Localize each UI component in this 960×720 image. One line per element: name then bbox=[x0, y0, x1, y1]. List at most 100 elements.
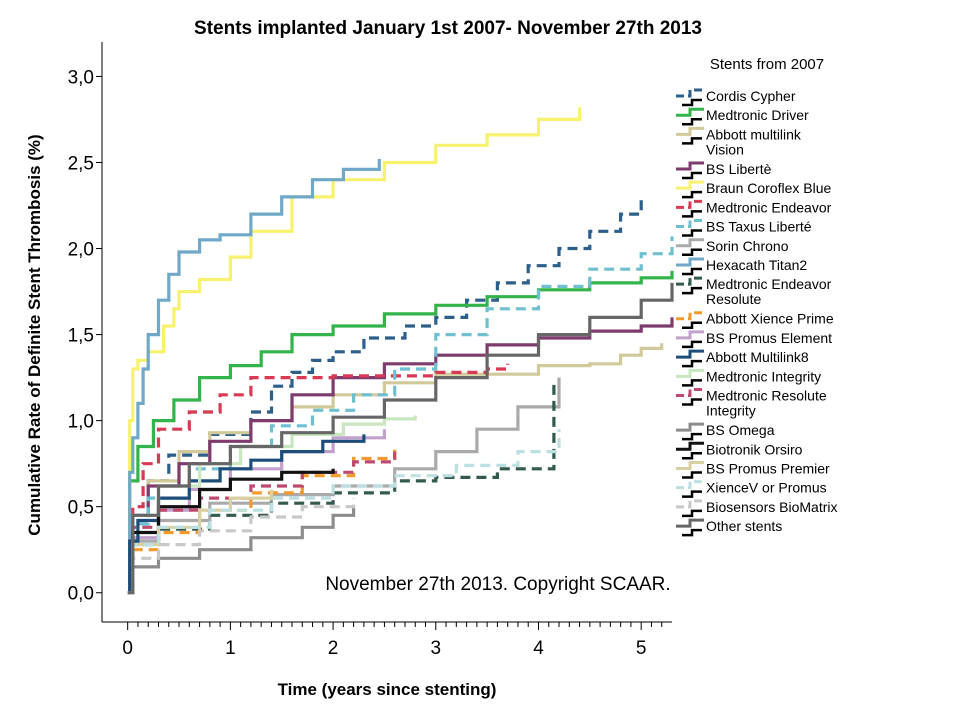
legend-swatch bbox=[676, 368, 704, 378]
legend-label: Sorin Chrono bbox=[706, 238, 789, 254]
y-tick-label: 3,0 bbox=[68, 67, 94, 88]
chart-title: Stents implanted January 1st 2007- Novem… bbox=[194, 18, 702, 39]
legend-label: Medtronic Endeavor bbox=[706, 199, 832, 215]
legend-swatch bbox=[676, 107, 704, 117]
legend-swatch bbox=[676, 311, 704, 321]
series-line bbox=[127, 236, 674, 595]
legend-swatch bbox=[676, 460, 704, 470]
legend-label: Biosensors BioMatrix bbox=[706, 499, 838, 515]
legend-swatch bbox=[676, 161, 704, 171]
series-line bbox=[127, 506, 356, 595]
x-tick-label: 4 bbox=[533, 638, 544, 659]
series-line bbox=[127, 429, 561, 595]
legend-label: Braun Coroflex Blue bbox=[706, 180, 832, 196]
legend-swatch bbox=[676, 219, 704, 229]
legend-swatch-outline bbox=[682, 490, 702, 498]
series-line bbox=[127, 282, 674, 595]
series-line bbox=[127, 317, 674, 595]
series-line bbox=[127, 107, 582, 595]
legend-swatch-outline bbox=[682, 171, 702, 180]
legend-swatch bbox=[676, 180, 704, 190]
series-line bbox=[127, 159, 381, 595]
legend-swatch-outline bbox=[682, 117, 702, 126]
legend-swatch bbox=[676, 499, 704, 509]
legend-swatch bbox=[676, 388, 704, 398]
legend-swatch bbox=[676, 276, 704, 286]
series-line bbox=[127, 363, 510, 595]
x-tick-label: 3 bbox=[430, 638, 441, 659]
legend-label: Medtronic Driver bbox=[706, 107, 809, 123]
legend-swatch bbox=[676, 441, 704, 451]
series-line bbox=[127, 382, 556, 595]
series-line bbox=[127, 498, 356, 595]
y-tick-label: 0,0 bbox=[68, 584, 94, 605]
legend-label: BS Omega bbox=[706, 422, 775, 438]
series-layer bbox=[127, 107, 674, 595]
legend-title: Stents from 2007 bbox=[710, 56, 824, 73]
axes: 0,0 0,5 1,0 1,5 2,0 2,5 3,0 0 1 2 3 4 5 bbox=[68, 42, 672, 659]
y-tick-label: 1,5 bbox=[68, 326, 94, 347]
y-tick-label: 1,0 bbox=[68, 412, 94, 433]
legend-swatch-outline bbox=[682, 509, 702, 518]
series-line bbox=[127, 434, 366, 595]
legend-label: Other stents bbox=[706, 518, 782, 534]
legend-label-continued: Vision bbox=[706, 141, 744, 157]
y-tick-label: 2,5 bbox=[68, 153, 94, 174]
legend-label-continued: Integrity bbox=[706, 403, 756, 419]
legend-swatch bbox=[676, 422, 704, 432]
legend-swatch bbox=[676, 518, 704, 528]
legend-swatch-outline bbox=[682, 340, 702, 349]
legend-swatch bbox=[676, 126, 704, 136]
legend-label: Biotronik Orsiro bbox=[706, 441, 803, 457]
legend-swatch-outline bbox=[682, 98, 702, 107]
x-tick-label: 0 bbox=[122, 638, 133, 659]
y-tick-label: 0,5 bbox=[68, 498, 94, 519]
legend-swatch-outline bbox=[682, 398, 702, 406]
legend-label: Medtronic Resolute bbox=[706, 388, 827, 404]
legend-swatch-outline bbox=[682, 229, 702, 237]
x-axis-label: Time (years since stenting) bbox=[278, 680, 497, 699]
legend-label: BS Promus Premier bbox=[706, 460, 830, 476]
x-tick-label: 2 bbox=[328, 638, 339, 659]
legend: Cordis Cypher Medtronic Driver Abbott mult… bbox=[676, 88, 838, 537]
legend-swatch bbox=[676, 257, 704, 267]
legend-label: Medtronic Integrity bbox=[706, 368, 821, 384]
legend-swatch-outline bbox=[682, 359, 702, 368]
legend-swatch bbox=[676, 330, 704, 340]
legend-swatch bbox=[676, 349, 704, 359]
legend-swatch-outline bbox=[682, 471, 702, 479]
y-tick-label: 2,0 bbox=[68, 240, 94, 261]
legend-label: Cordis Cypher bbox=[706, 88, 796, 104]
x-tick-label: 5 bbox=[636, 638, 647, 659]
legend-swatch-outline bbox=[682, 432, 702, 441]
legend-swatch-outline bbox=[682, 190, 702, 199]
x-tick-label: 1 bbox=[225, 638, 236, 659]
series-line bbox=[127, 270, 674, 595]
legend-label: BS Promus Element bbox=[706, 330, 832, 346]
legend-swatch-outline bbox=[682, 528, 702, 537]
legend-swatch bbox=[676, 199, 704, 209]
y-axis-label: Cumulative Rate of Definite Stent Thromb… bbox=[25, 134, 44, 535]
copyright-annotation: November 27th 2013. Copyright SCAAR. bbox=[325, 574, 670, 595]
legend-swatch-outline bbox=[682, 286, 702, 295]
legend-label: XienceV or Promus bbox=[706, 480, 827, 496]
legend-swatch bbox=[676, 88, 704, 98]
legend-label-continued: Resolute bbox=[706, 291, 761, 307]
legend-swatch-outline bbox=[682, 321, 702, 329]
legend-label: Medtronic Endeavor bbox=[706, 276, 832, 292]
legend-label: Abbott Multilink8 bbox=[706, 349, 809, 365]
legend-label: Abbott multilink bbox=[706, 126, 802, 142]
series-line bbox=[127, 196, 643, 595]
legend-swatch-outline bbox=[682, 452, 702, 460]
legend-label: BS Taxus Liberté bbox=[706, 219, 812, 235]
legend-swatch bbox=[676, 480, 704, 490]
legend-label: Abbott Xience Prime bbox=[706, 311, 834, 327]
legend-label: Hexacath Titan2 bbox=[706, 257, 807, 273]
legend-swatch-outline bbox=[682, 267, 702, 276]
legend-swatch-outline bbox=[682, 379, 702, 387]
legend-swatch-outline bbox=[682, 210, 702, 218]
legend-label: BS Libertè bbox=[706, 161, 772, 177]
legend-swatch-outline bbox=[682, 248, 702, 257]
legend-swatch-outline bbox=[682, 137, 702, 145]
